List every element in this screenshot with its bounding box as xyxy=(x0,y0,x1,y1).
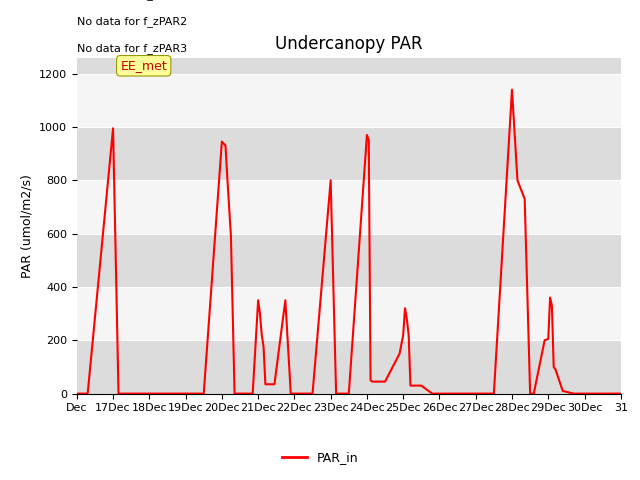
Bar xyxy=(77,58,621,73)
Bar xyxy=(77,287,621,340)
Bar xyxy=(77,127,621,180)
Text: EE_met: EE_met xyxy=(120,60,167,72)
Bar xyxy=(77,73,621,127)
Bar xyxy=(77,180,621,234)
Text: No data for f_zPAR3: No data for f_zPAR3 xyxy=(77,43,187,54)
Bar xyxy=(77,340,621,394)
Text: No data for f_zPAR2: No data for f_zPAR2 xyxy=(77,16,187,27)
Bar xyxy=(77,234,621,287)
Title: Undercanopy PAR: Undercanopy PAR xyxy=(275,35,422,53)
Y-axis label: PAR (umol/m2/s): PAR (umol/m2/s) xyxy=(20,174,33,277)
Legend: PAR_in: PAR_in xyxy=(276,446,364,469)
